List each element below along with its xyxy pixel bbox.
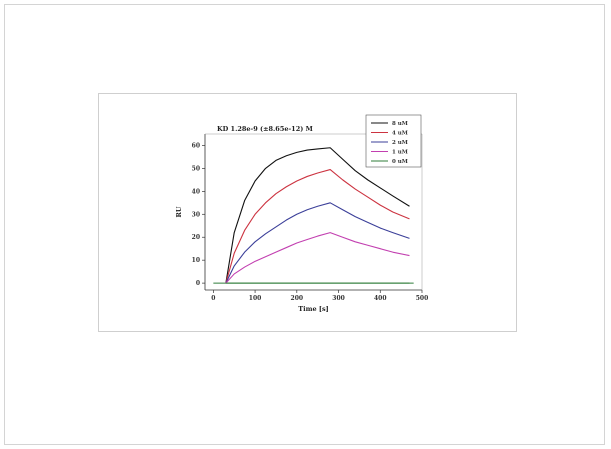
legend-entry: 1 uM — [392, 150, 408, 156]
legend-entry: 8 uM — [392, 121, 408, 127]
y-axis-label: RU — [175, 206, 183, 217]
x-axis-label: Time [s] — [298, 305, 328, 313]
legend-entry: 4 uM — [392, 131, 408, 137]
y-tick-label: 50 — [192, 165, 200, 172]
x-tick-label: 500 — [416, 295, 429, 302]
x-tick-label: 300 — [332, 295, 345, 302]
y-tick-label: 40 — [192, 188, 200, 195]
x-tick-label: 200 — [291, 295, 304, 302]
y-tick-label: 0 — [196, 280, 200, 287]
y-tick-label: 30 — [192, 211, 200, 218]
legend-entry: 2 uM — [392, 140, 408, 146]
legend-box — [365, 114, 422, 168]
legend-entry: 0 uM — [392, 159, 408, 165]
figure-panel: KD 1.28e-9 (±8.65e-12) M Time [s] RU 0 10… — [98, 93, 517, 332]
x-tick-label: 400 — [374, 295, 387, 302]
series-line-2-uM — [225, 202, 410, 284]
series-line-8-uM — [225, 147, 410, 284]
chart-title: KD 1.28e-9 (±8.65e-12) M — [217, 125, 313, 133]
y-tick-label: 10 — [192, 257, 200, 264]
y-tick-label: 60 — [192, 142, 200, 149]
x-tick-label: 100 — [249, 295, 262, 302]
x-tick-label: 0 — [211, 295, 215, 302]
binding-kinetics-chart: KD 1.28e-9 (±8.65e-12) M Time [s] RU 0 10… — [175, 114, 429, 313]
y-tick-label: 20 — [192, 234, 200, 241]
series-line-1-uM — [225, 232, 410, 284]
series-line-4-uM — [225, 169, 410, 284]
